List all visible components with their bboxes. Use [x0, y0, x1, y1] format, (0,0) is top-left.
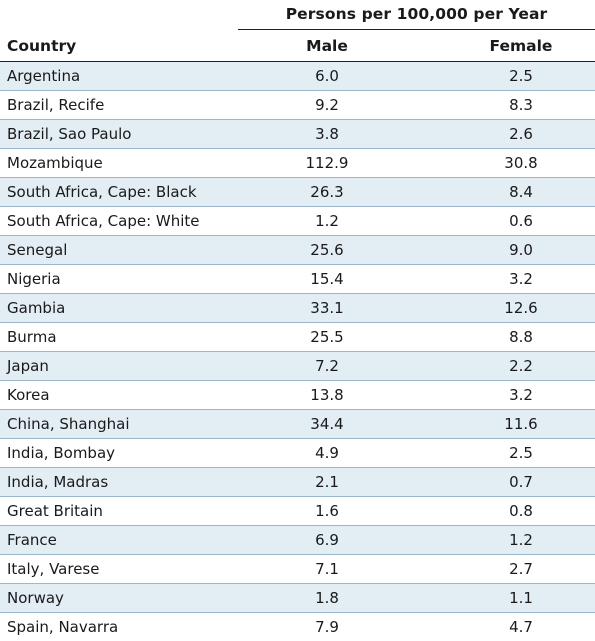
cell-country: Argentina [7, 67, 81, 85]
cell-country: Brazil, Sao Paulo [7, 125, 132, 143]
cell-female: 8.3 [509, 96, 533, 114]
cell-male: 1.2 [315, 212, 339, 230]
cell-female: 1.2 [509, 531, 533, 549]
cell-male: 15.4 [310, 270, 344, 288]
cell-male: 112.9 [305, 154, 349, 172]
table-row: Burma 25.5 8.8 [0, 323, 595, 352]
table-row: Norway 1.8 1.1 [0, 584, 595, 613]
table-row: Brazil, Recife 9.2 8.3 [0, 91, 595, 120]
cell-female: 0.6 [509, 212, 533, 230]
table-row: Argentina 6.0 2.5 [0, 62, 595, 91]
cell-male: 1.8 [315, 589, 339, 607]
cell-female: 2.5 [509, 444, 533, 462]
cell-country: South Africa, Cape: White [7, 212, 200, 230]
cell-country: Nigeria [7, 270, 61, 288]
cell-female: 3.2 [509, 386, 533, 404]
cell-female: 2.2 [509, 357, 533, 375]
cell-country: Senegal [7, 241, 68, 259]
cell-female: 0.8 [509, 502, 533, 520]
cell-male: 33.1 [310, 299, 344, 317]
cell-female: 2.6 [509, 125, 533, 143]
cell-male: 7.2 [315, 357, 339, 375]
table-row: Spain, Navarra 7.9 4.7 [0, 613, 595, 641]
cell-country: Norway [7, 589, 64, 607]
cell-male: 6.0 [315, 67, 339, 85]
table-row: Gambia 33.1 12.6 [0, 294, 595, 323]
cell-female: 12.6 [504, 299, 538, 317]
cell-male: 26.3 [310, 183, 344, 201]
cell-country: India, Madras [7, 473, 109, 491]
cell-female: 30.8 [504, 154, 538, 172]
cell-country: Great Britain [7, 502, 103, 520]
cell-female: 11.6 [504, 415, 538, 433]
table-row: Italy, Varese 7.1 2.7 [0, 555, 595, 584]
table-row: Nigeria 15.4 3.2 [0, 265, 595, 294]
cell-country: Italy, Varese [7, 560, 100, 578]
table-header: Persons per 100,000 per Year Country Mal… [0, 0, 595, 62]
cell-country: South Africa, Cape: Black [7, 183, 197, 201]
cell-female: 2.5 [509, 67, 533, 85]
cell-male: 13.8 [310, 386, 344, 404]
cell-male: 7.9 [315, 618, 339, 636]
cell-country: Mozambique [7, 154, 103, 172]
table-row: India, Madras 2.1 0.7 [0, 468, 595, 497]
cell-country: Japan [7, 357, 49, 375]
cell-female: 0.7 [509, 473, 533, 491]
cell-female: 4.7 [509, 618, 533, 636]
cell-country: India, Bombay [7, 444, 116, 462]
table-row: Great Britain 1.6 0.8 [0, 497, 595, 526]
cell-country: Burma [7, 328, 57, 346]
column-header-female: Female [489, 37, 553, 55]
cell-male: 25.5 [310, 328, 344, 346]
table-row: India, Bombay 4.9 2.5 [0, 439, 595, 468]
cell-country: Spain, Navarra [7, 618, 119, 636]
cell-country: France [7, 531, 57, 549]
table-row: South Africa, Cape: Black 26.3 8.4 [0, 178, 595, 207]
cell-female: 3.2 [509, 270, 533, 288]
table-row: Japan 7.2 2.2 [0, 352, 595, 381]
cell-female: 9.0 [509, 241, 533, 259]
column-header-country: Country [7, 37, 77, 55]
cell-female: 1.1 [509, 589, 533, 607]
column-header-male: Male [306, 37, 348, 55]
table-row: Senegal 25.6 9.0 [0, 236, 595, 265]
cell-female: 2.7 [509, 560, 533, 578]
cell-male: 3.8 [315, 125, 339, 143]
table-row: Brazil, Sao Paulo 3.8 2.6 [0, 120, 595, 149]
cell-male: 1.6 [315, 502, 339, 520]
table-row: China, Shanghai 34.4 11.6 [0, 410, 595, 439]
cell-female: 8.4 [509, 183, 533, 201]
cell-female: 8.8 [509, 328, 533, 346]
cell-male: 4.9 [315, 444, 339, 462]
cell-male: 25.6 [310, 241, 344, 259]
cell-male: 2.1 [315, 473, 339, 491]
cell-male: 34.4 [310, 415, 344, 433]
table-row: South Africa, Cape: White 1.2 0.6 [0, 207, 595, 236]
group-header-title: Persons per 100,000 per Year [285, 5, 548, 23]
cell-country: Korea [7, 386, 50, 404]
cell-male: 6.9 [315, 531, 339, 549]
table-row: Mozambique 112.9 30.8 [0, 149, 595, 178]
cell-male: 7.1 [315, 560, 339, 578]
cell-country: Gambia [7, 299, 66, 317]
table-body: Argentina 6.0 2.5 Brazil, Recife 9.2 8.3… [0, 62, 595, 641]
group-header-rule [238, 29, 595, 30]
table-row: Korea 13.8 3.2 [0, 381, 595, 410]
cell-country: China, Shanghai [7, 415, 130, 433]
cell-male: 9.2 [315, 96, 339, 114]
cell-country: Brazil, Recife [7, 96, 105, 114]
table-row: France 6.9 1.2 [0, 526, 595, 555]
